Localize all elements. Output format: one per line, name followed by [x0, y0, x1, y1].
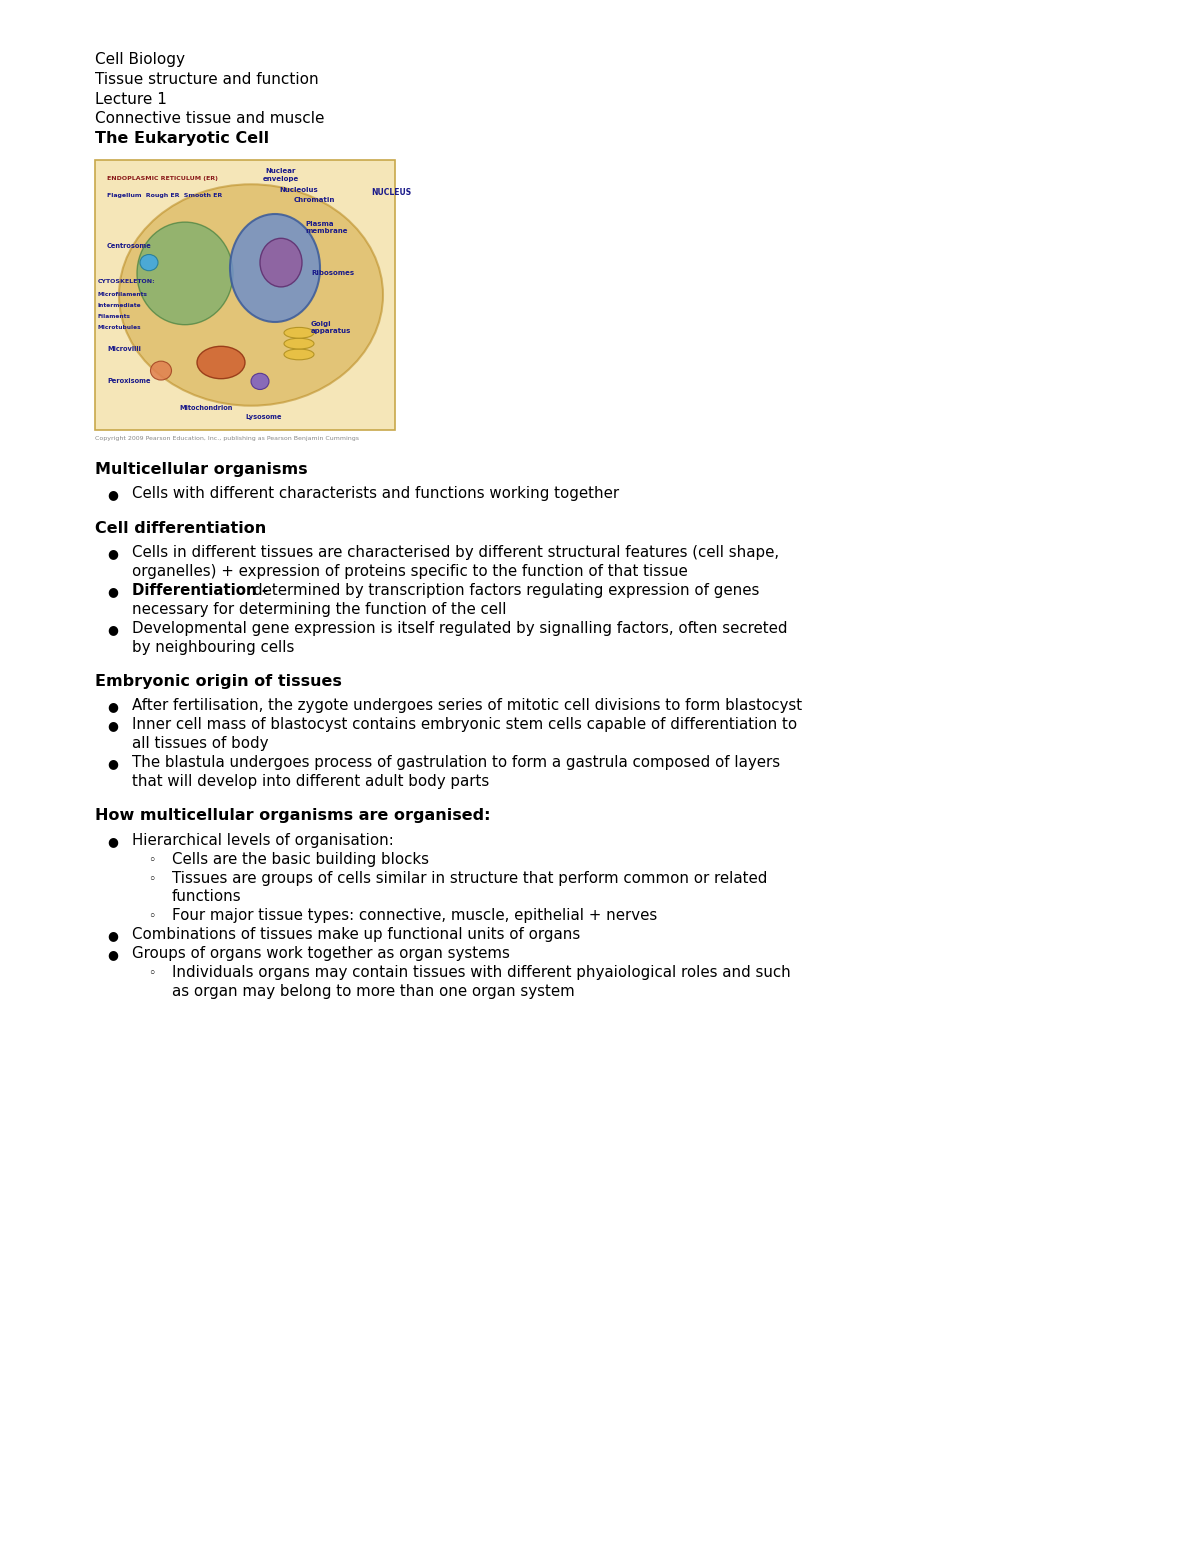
- Text: ●: ●: [108, 758, 119, 770]
- Text: Lysosome: Lysosome: [245, 413, 282, 419]
- Text: The blastula undergoes process of gastrulation to form a gastrula composed of la: The blastula undergoes process of gastru…: [132, 755, 780, 770]
- Ellipse shape: [140, 255, 158, 270]
- Text: Cell Biology: Cell Biology: [95, 51, 185, 67]
- Text: Microvilli: Microvilli: [107, 346, 140, 353]
- Text: Combinations of tissues make up functional units of organs: Combinations of tissues make up function…: [132, 927, 581, 943]
- Text: envelope: envelope: [263, 175, 299, 182]
- Text: Differentiation -: Differentiation -: [132, 582, 274, 598]
- Text: ●: ●: [108, 585, 119, 598]
- Text: Chromatin: Chromatin: [293, 197, 335, 203]
- Text: Groups of organs work together as organ systems: Groups of organs work together as organ …: [132, 946, 510, 961]
- Text: organelles) + expression of proteins specific to the function of that tissue: organelles) + expression of proteins spe…: [132, 564, 688, 579]
- Text: How multicellular organisms are organised:: How multicellular organisms are organise…: [95, 809, 491, 823]
- Text: Multicellular organisms: Multicellular organisms: [95, 461, 307, 477]
- Text: Lecture 1: Lecture 1: [95, 92, 167, 107]
- Text: ◦: ◦: [149, 873, 156, 885]
- Text: Flagellum  Rough ER  Smooth ER: Flagellum Rough ER Smooth ER: [107, 193, 222, 197]
- Text: The Eukaryotic Cell: The Eukaryotic Cell: [95, 130, 269, 146]
- Text: Nuclear: Nuclear: [266, 168, 296, 174]
- Text: Plasma
membrane: Plasma membrane: [305, 221, 348, 235]
- Text: ●: ●: [108, 547, 119, 561]
- Text: Cells are the basic building blocks: Cells are the basic building blocks: [172, 851, 430, 867]
- Text: Cell differentiation: Cell differentiation: [95, 520, 266, 536]
- Text: Centrosome: Centrosome: [107, 244, 151, 250]
- Text: Four major tissue types: connective, muscle, epithelial + nerves: Four major tissue types: connective, mus…: [172, 909, 658, 924]
- Text: ●: ●: [108, 700, 119, 713]
- Text: determined by transcription factors regulating expression of genes: determined by transcription factors regu…: [252, 582, 758, 598]
- Ellipse shape: [197, 346, 245, 379]
- Text: by neighbouring cells: by neighbouring cells: [132, 640, 294, 655]
- Text: Golgi
apparatus: Golgi apparatus: [311, 321, 352, 334]
- Text: Nucleolus: Nucleolus: [280, 186, 318, 193]
- Text: Inner cell mass of blastocyst contains embryonic stem cells capable of different: Inner cell mass of blastocyst contains e…: [132, 717, 797, 733]
- Text: Connective tissue and muscle: Connective tissue and muscle: [95, 112, 324, 126]
- Text: Filaments: Filaments: [98, 314, 131, 318]
- Text: Hierarchical levels of organisation:: Hierarchical levels of organisation:: [132, 832, 394, 848]
- Text: Microfilaments: Microfilaments: [98, 292, 148, 298]
- Text: Cells with different characterists and functions working together: Cells with different characterists and f…: [132, 486, 619, 502]
- Text: ●: ●: [108, 623, 119, 635]
- Ellipse shape: [230, 214, 320, 321]
- Text: that will develop into different adult body parts: that will develop into different adult b…: [132, 773, 490, 789]
- Ellipse shape: [284, 328, 314, 339]
- FancyBboxPatch shape: [95, 160, 395, 430]
- Ellipse shape: [119, 185, 383, 405]
- Text: as organ may belong to more than one organ system: as organ may belong to more than one org…: [172, 985, 575, 999]
- Text: ●: ●: [108, 929, 119, 943]
- Text: ◦: ◦: [149, 910, 156, 924]
- Text: ENDOPLASMIC RETICULUM (ER): ENDOPLASMIC RETICULUM (ER): [107, 177, 218, 182]
- Ellipse shape: [284, 339, 314, 349]
- Text: ●: ●: [108, 836, 119, 848]
- Text: ●: ●: [108, 719, 119, 733]
- Text: Microtubules: Microtubules: [98, 325, 142, 329]
- Text: Mitochondrion: Mitochondrion: [179, 405, 233, 412]
- Text: Individuals organs may contain tissues with different phyaiological roles and su: Individuals organs may contain tissues w…: [172, 964, 791, 980]
- Text: Peroxisome: Peroxisome: [107, 379, 150, 385]
- Text: Intermediate: Intermediate: [98, 303, 142, 309]
- Ellipse shape: [251, 373, 269, 390]
- Text: ◦: ◦: [149, 854, 156, 867]
- Text: Ribosomes: Ribosomes: [311, 270, 354, 276]
- Ellipse shape: [260, 238, 302, 287]
- Ellipse shape: [150, 362, 172, 380]
- Text: ●: ●: [108, 949, 119, 961]
- Text: functions: functions: [172, 890, 241, 904]
- Text: CYTOSKELETON:: CYTOSKELETON:: [98, 280, 156, 284]
- Text: NUCLEUS: NUCLEUS: [371, 188, 412, 197]
- Text: ◦: ◦: [149, 968, 156, 980]
- Text: ●: ●: [108, 488, 119, 502]
- Ellipse shape: [284, 349, 314, 360]
- Text: necessary for determining the function of the cell: necessary for determining the function o…: [132, 603, 506, 617]
- Text: Tissues are groups of cells similar in structure that perform common or related: Tissues are groups of cells similar in s…: [172, 871, 767, 885]
- Ellipse shape: [137, 222, 233, 325]
- Text: Developmental gene expression is itself regulated by signalling factors, often s: Developmental gene expression is itself …: [132, 621, 787, 635]
- Text: Tissue structure and function: Tissue structure and function: [95, 71, 319, 87]
- Text: After fertilisation, the zygote undergoes series of mitotic cell divisions to fo: After fertilisation, the zygote undergoe…: [132, 699, 802, 713]
- Text: all tissues of body: all tissues of body: [132, 736, 269, 752]
- Text: Copyright 2009 Pearson Education, Inc., publishing as Pearson Benjamin Cummings: Copyright 2009 Pearson Education, Inc., …: [95, 436, 359, 441]
- Text: Cells in different tissues are characterised by different structural features (c: Cells in different tissues are character…: [132, 545, 779, 561]
- Text: Embryonic origin of tissues: Embryonic origin of tissues: [95, 674, 342, 690]
